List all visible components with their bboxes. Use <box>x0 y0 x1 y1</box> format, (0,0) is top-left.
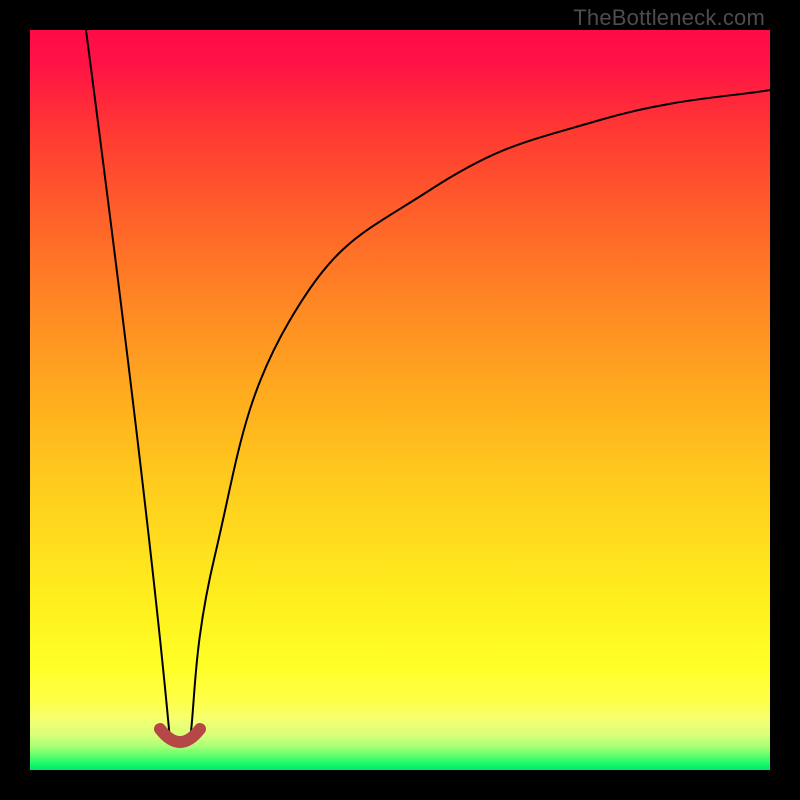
well-marker <box>160 729 200 742</box>
curve-layer <box>0 0 800 800</box>
chart-frame: TheBottleneck.com <box>0 0 800 800</box>
bottleneck-curve <box>86 30 770 740</box>
watermark-text: TheBottleneck.com <box>573 5 765 31</box>
